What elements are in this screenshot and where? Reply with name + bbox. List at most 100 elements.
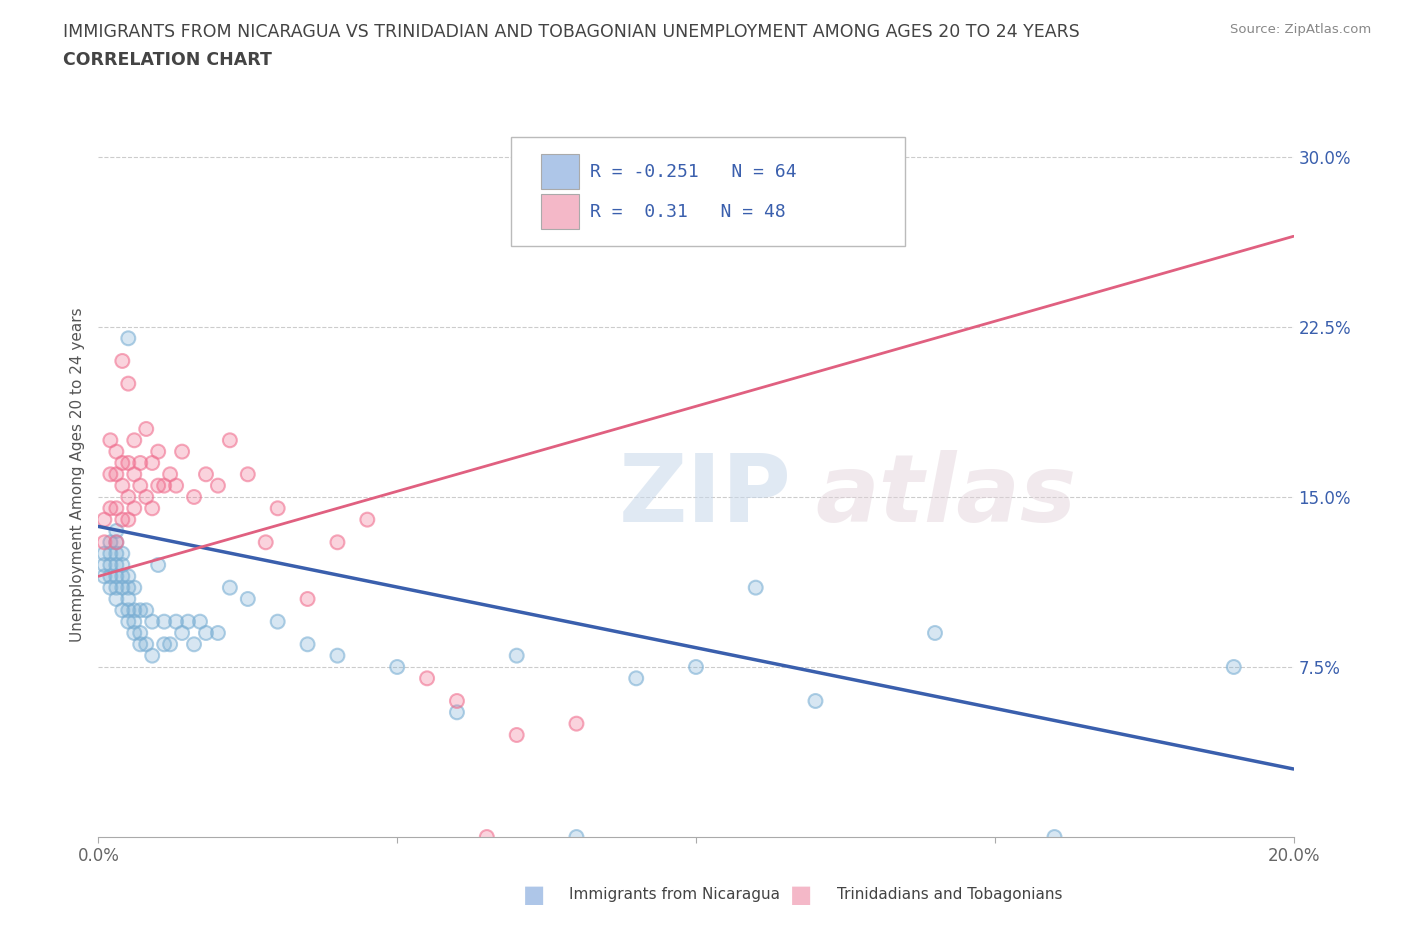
Point bbox=[141, 614, 163, 629]
Point bbox=[129, 637, 152, 652]
Text: R =  0.31   N = 48: R = 0.31 N = 48 bbox=[589, 203, 786, 220]
Text: ZIP: ZIP bbox=[619, 450, 792, 542]
Point bbox=[159, 467, 181, 482]
Point bbox=[141, 501, 163, 516]
Point bbox=[105, 569, 128, 584]
Point bbox=[188, 614, 211, 629]
Point bbox=[506, 648, 529, 663]
Point bbox=[141, 456, 163, 471]
Text: IMMIGRANTS FROM NICARAGUA VS TRINIDADIAN AND TOBAGONIAN UNEMPLOYMENT AMONG AGES : IMMIGRANTS FROM NICARAGUA VS TRINIDADIAN… bbox=[63, 23, 1080, 41]
Point bbox=[195, 626, 218, 641]
Point bbox=[135, 637, 157, 652]
Point bbox=[105, 535, 128, 550]
Point bbox=[297, 591, 319, 606]
Point bbox=[117, 580, 139, 595]
Point bbox=[1043, 830, 1066, 844]
Point bbox=[111, 569, 134, 584]
Point bbox=[111, 546, 134, 561]
Point bbox=[626, 671, 648, 685]
Point bbox=[111, 512, 134, 527]
Text: ■: ■ bbox=[523, 883, 546, 907]
Point bbox=[117, 603, 139, 618]
Point bbox=[236, 467, 259, 482]
Point bbox=[297, 637, 319, 652]
Point bbox=[685, 659, 707, 674]
Point bbox=[93, 558, 115, 573]
Point bbox=[111, 558, 134, 573]
Point bbox=[804, 694, 827, 709]
Point bbox=[105, 535, 128, 550]
Point bbox=[416, 671, 439, 685]
Point bbox=[124, 501, 146, 516]
Point bbox=[153, 614, 176, 629]
Point bbox=[297, 637, 319, 652]
Point bbox=[565, 716, 588, 731]
Point bbox=[326, 648, 349, 663]
Text: atlas: atlas bbox=[815, 450, 1077, 542]
Point bbox=[153, 637, 176, 652]
Point bbox=[93, 558, 115, 573]
Point bbox=[195, 626, 218, 641]
Point bbox=[565, 830, 588, 844]
Point bbox=[153, 478, 176, 493]
Point bbox=[141, 648, 163, 663]
Point bbox=[356, 512, 378, 527]
Point bbox=[254, 535, 277, 550]
Point bbox=[117, 569, 139, 584]
Point bbox=[129, 626, 152, 641]
Point bbox=[117, 603, 139, 618]
Point bbox=[93, 546, 115, 561]
Point bbox=[98, 535, 122, 550]
Point bbox=[267, 501, 290, 516]
Point bbox=[183, 637, 205, 652]
Point bbox=[219, 432, 242, 447]
Point bbox=[117, 456, 139, 471]
Point bbox=[105, 546, 128, 561]
Point bbox=[117, 591, 139, 606]
Point bbox=[117, 614, 139, 629]
Point bbox=[506, 648, 529, 663]
Point bbox=[195, 467, 218, 482]
Point bbox=[117, 489, 139, 504]
Point bbox=[129, 456, 152, 471]
Point bbox=[98, 569, 122, 584]
Point bbox=[124, 626, 146, 641]
Point bbox=[207, 478, 229, 493]
Point bbox=[865, 161, 887, 176]
Text: Immigrants from Nicaragua: Immigrants from Nicaragua bbox=[569, 887, 780, 902]
Point bbox=[117, 512, 139, 527]
Point bbox=[111, 603, 134, 618]
Point bbox=[98, 569, 122, 584]
Point bbox=[105, 580, 128, 595]
Point bbox=[172, 445, 194, 459]
Text: Source: ZipAtlas.com: Source: ZipAtlas.com bbox=[1230, 23, 1371, 36]
Point bbox=[111, 456, 134, 471]
Point bbox=[98, 580, 122, 595]
Point bbox=[446, 694, 468, 709]
Point bbox=[105, 501, 128, 516]
Point bbox=[148, 558, 170, 573]
Point bbox=[105, 524, 128, 538]
Point bbox=[111, 456, 134, 471]
Point bbox=[105, 591, 128, 606]
Point bbox=[141, 648, 163, 663]
Point bbox=[267, 614, 290, 629]
Point bbox=[565, 716, 588, 731]
Point bbox=[117, 376, 139, 391]
Point bbox=[124, 614, 146, 629]
Point bbox=[219, 580, 242, 595]
Point bbox=[105, 580, 128, 595]
Point bbox=[236, 591, 259, 606]
Point bbox=[111, 353, 134, 368]
Point bbox=[93, 569, 115, 584]
Point bbox=[135, 489, 157, 504]
Point bbox=[148, 478, 170, 493]
Point bbox=[416, 671, 439, 685]
Point bbox=[326, 535, 349, 550]
Point bbox=[135, 421, 157, 436]
Point bbox=[236, 467, 259, 482]
Point bbox=[129, 478, 152, 493]
Point bbox=[135, 603, 157, 618]
Point bbox=[124, 614, 146, 629]
Point bbox=[219, 432, 242, 447]
